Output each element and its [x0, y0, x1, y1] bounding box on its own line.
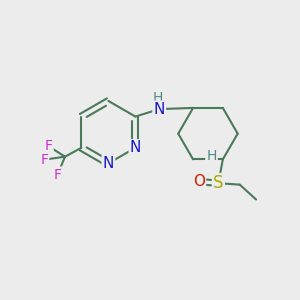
Text: N: N: [103, 156, 114, 171]
Text: S: S: [213, 174, 224, 192]
Text: N: N: [130, 140, 141, 155]
Text: F: F: [40, 153, 48, 167]
Text: N: N: [154, 102, 165, 117]
Text: H: H: [206, 149, 217, 164]
Text: F: F: [54, 167, 61, 182]
Text: F: F: [45, 139, 53, 153]
Text: H: H: [152, 91, 163, 105]
Text: O: O: [193, 174, 205, 189]
